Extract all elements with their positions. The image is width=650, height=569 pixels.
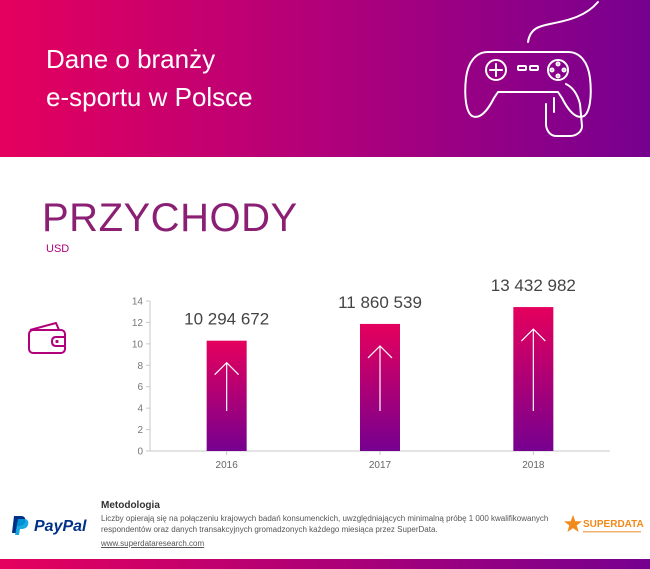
header-title-line2: e-sportu w Polsce — [46, 82, 253, 112]
revenue-chart: 0 2 4 6 8 10 12 14 2016 2017 2018 10 294 672 11 860… — [132, 276, 610, 471]
x-tick-label: 2018 — [522, 460, 545, 471]
value-labels: 10 294 672 11 860 539 13 432 982 — [184, 276, 576, 329]
y-tick-label: 14 — [132, 297, 144, 308]
paypal-logo: PayPal — [12, 516, 87, 535]
superdata-logo: SUPERDATA — [564, 515, 644, 533]
bottom-bar — [0, 559, 650, 569]
superdata-logo-text: SUPERDATA — [583, 519, 644, 530]
data-label: 10 294 672 — [184, 310, 269, 329]
header-title: Dane o branży e-sportu w Polsce — [46, 40, 253, 116]
x-tick-label: 2016 — [216, 460, 239, 471]
y-tick-label: 4 — [137, 404, 143, 415]
y-tick-label: 10 — [132, 339, 144, 350]
star-icon — [564, 515, 582, 532]
arrow-up-head-icon — [520, 328, 546, 342]
paypal-logo-text: PayPal — [34, 518, 87, 535]
source-link[interactable]: www.superdataresearch.com — [101, 539, 205, 548]
y-tick-label: 6 — [137, 382, 143, 393]
bars — [206, 307, 554, 451]
y-tick-label: 12 — [132, 318, 144, 329]
header-title-line1: Dane o branży — [46, 44, 216, 74]
methodology-text: Liczby opierają się na połączeniu krajow… — [101, 514, 549, 534]
methodology-title: Metodologia — [101, 500, 160, 511]
data-label: 13 432 982 — [491, 276, 576, 295]
y-tick-label: 0 — [137, 447, 143, 458]
y-tick-label: 8 — [137, 361, 143, 372]
unit-label: USD — [46, 243, 70, 255]
gamepad-icon — [464, 1, 599, 137]
y-tick-label: 2 — [137, 425, 143, 436]
header-banner: Dane o branży e-sportu w Polsce — [0, 0, 650, 157]
arrow-up-head-icon — [367, 345, 393, 359]
arrow-up-head-icon — [214, 361, 240, 376]
data-label: 11 860 539 — [338, 293, 422, 312]
wallet-icon — [28, 322, 66, 354]
x-tick-label: 2017 — [369, 460, 392, 471]
section-title: PRZYCHODY — [42, 196, 298, 240]
